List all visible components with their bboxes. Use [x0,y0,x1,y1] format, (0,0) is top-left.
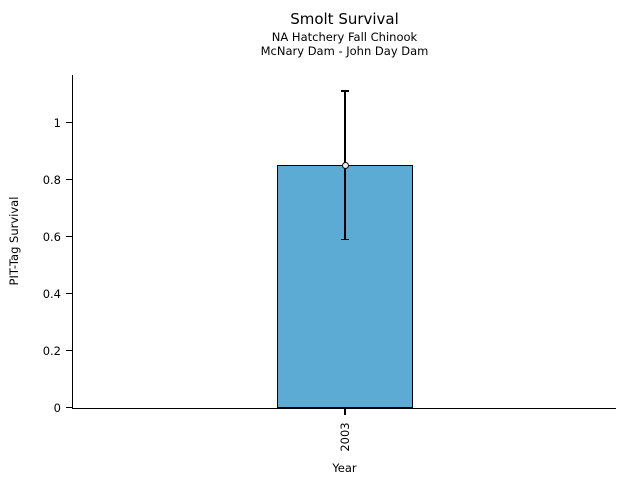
y-tick-mark [66,292,72,295]
x-tick-label: 2003 [338,422,352,452]
x-tick-mark [344,408,346,415]
y-tick-mark [66,121,72,124]
data-point-marker [341,161,349,169]
error-bar-cap-top [341,90,349,92]
y-tick-mark [66,235,72,238]
y-tick-label: 0.6 [42,229,61,244]
error-bar-cap-bottom [341,238,349,241]
chart-subtitle-line-1: NA Hatchery Fall Chinook [271,30,418,44]
chart-title: Smolt Survival [290,10,399,28]
y-tick-mark [66,349,72,352]
y-tick-label: 0.8 [42,172,61,187]
chart-subtitle-line-2: McNary Dam - John Day Dam [260,44,429,58]
x-axis-label: Year [332,461,357,475]
y-tick-label: 0.4 [42,286,61,301]
y-tick-label: 1 [53,115,61,130]
y-tick-label: 0.2 [42,343,61,358]
y-tick-mark [66,178,72,181]
y-tick-label: 0 [53,400,61,415]
y-tick-mark [66,406,72,409]
x-axis-spine [72,407,616,409]
y-axis-spine [72,75,74,409]
